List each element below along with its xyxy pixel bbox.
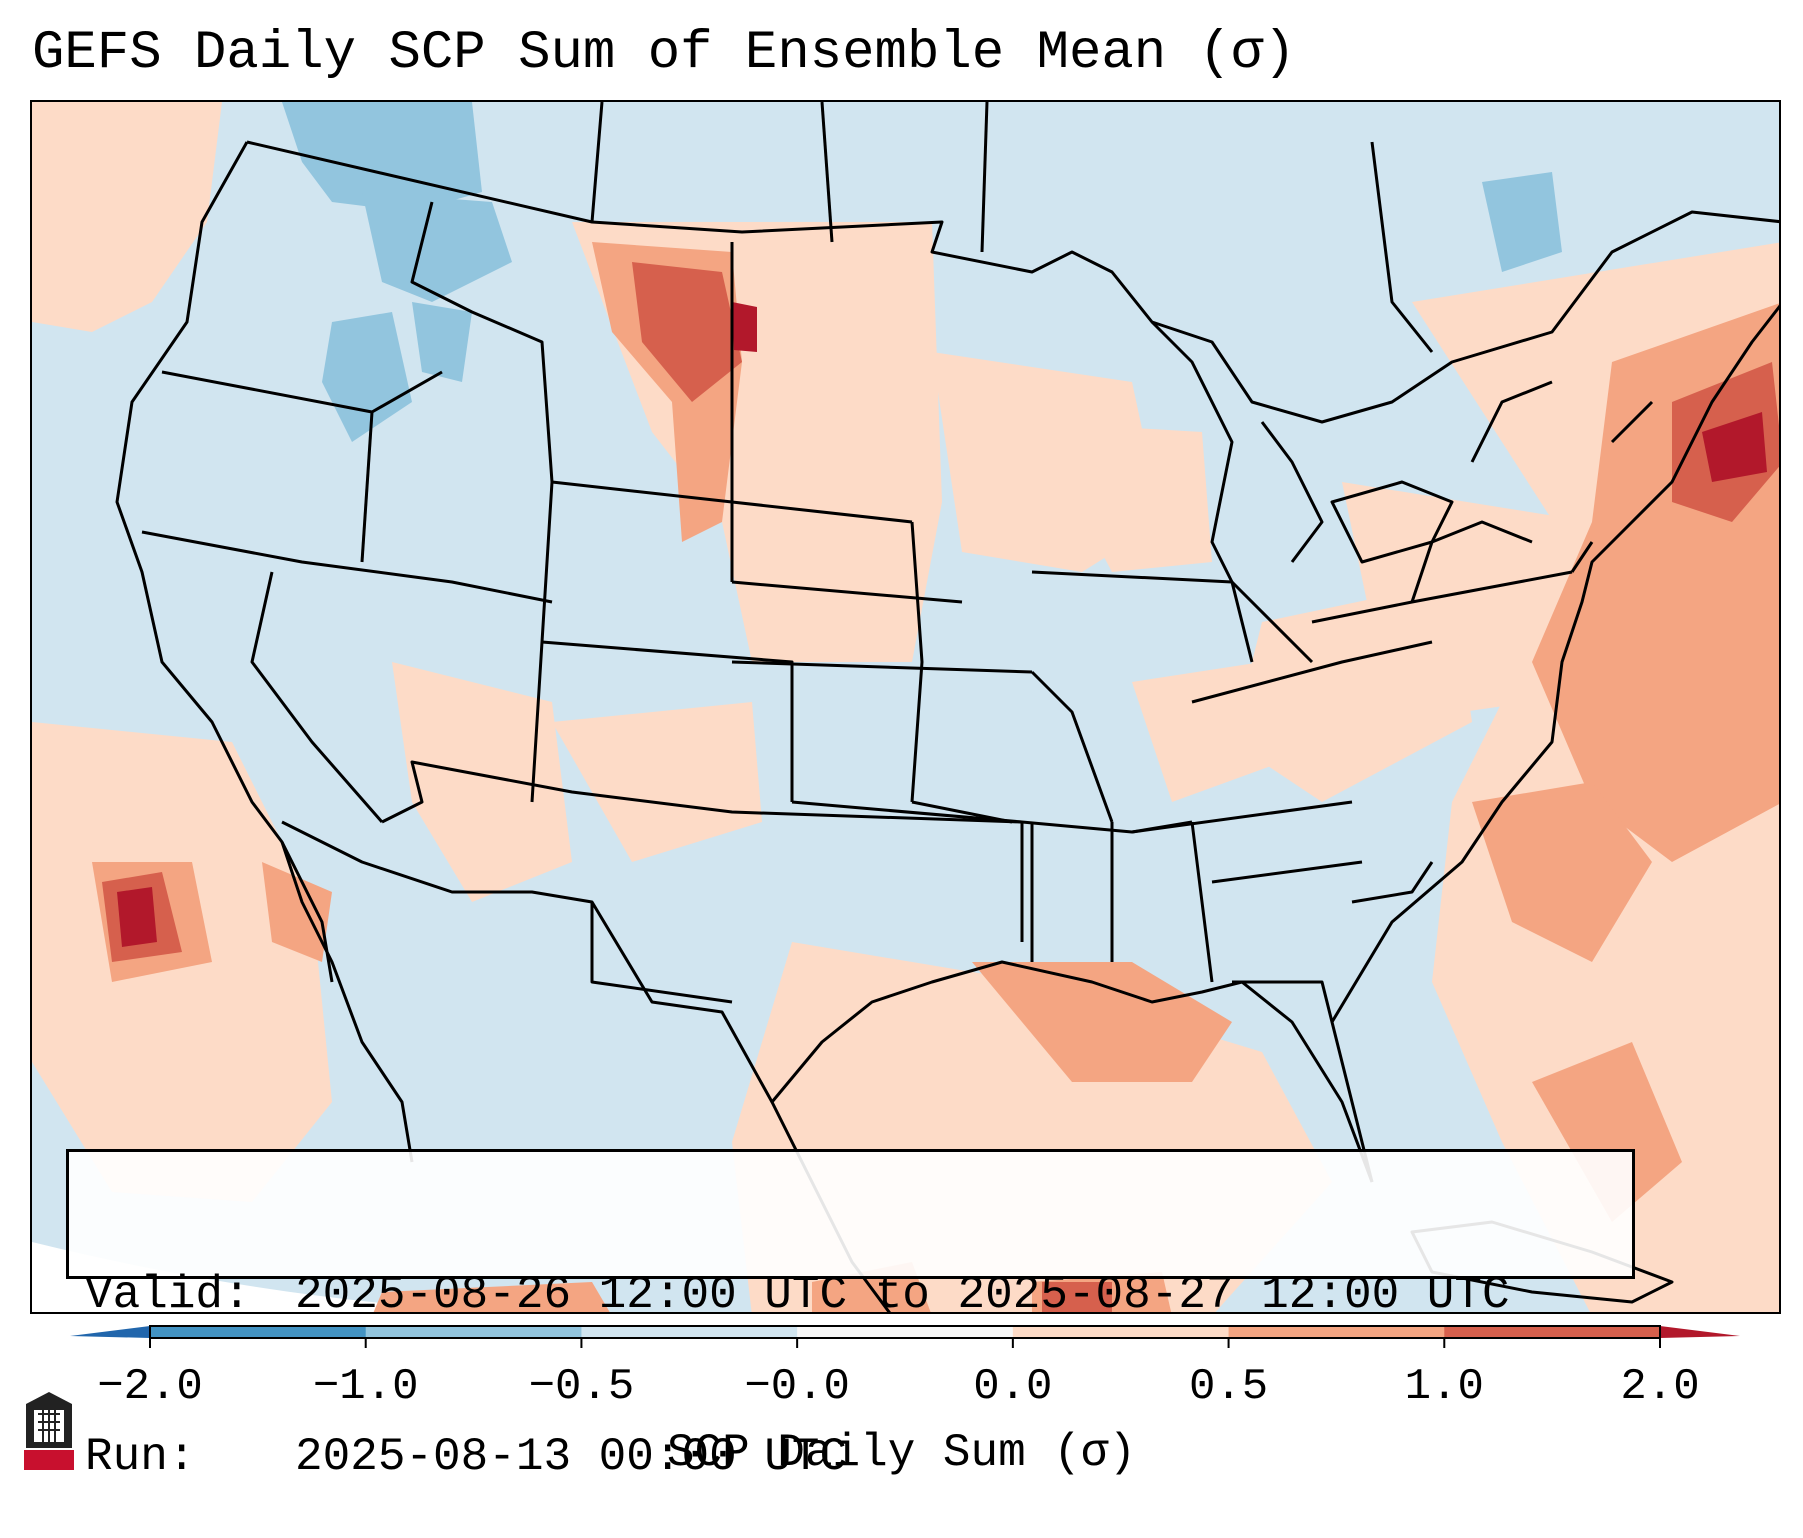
run-line: Run: 2025-08-13 00:00 UTC [85, 1430, 1632, 1484]
validity-info-box: Valid: 2025-08-26 12:00 UTC to 2025-08-2… [66, 1149, 1635, 1483]
projection-edge [32, 1242, 493, 1312]
colorbar [70, 1316, 1740, 1361]
colorbar-tick-label: 2.0 [1620, 1362, 1700, 1412]
run-label: Run: [85, 1431, 196, 1483]
map-title: GEFS Daily SCP Sum of Ensemble Mean (σ) [32, 23, 1296, 84]
scp-map [32, 102, 1779, 1312]
run-value: 2025-08-13 00:00 UTC [295, 1431, 848, 1483]
colorbar-segment [797, 1326, 1014, 1338]
colorbar-tick-label: −0.0 [744, 1362, 850, 1412]
colorbar-tick-label: 0.0 [973, 1362, 1053, 1412]
niu-logo-icon [24, 1392, 74, 1470]
colorbar-tick-label: 0.5 [1188, 1362, 1269, 1412]
colorbar-segment [1228, 1326, 1445, 1338]
anomaly-positive-extreme [117, 302, 1767, 947]
colorbar-segment [1444, 1326, 1661, 1338]
colorbar-tick-label: −2.0 [97, 1362, 203, 1412]
colorbar-tick-label: 1.0 [1404, 1362, 1484, 1412]
map-panel [30, 100, 1781, 1314]
valid-label: Valid: [85, 1269, 251, 1321]
colorbar-tick-label: −1.0 [312, 1362, 419, 1412]
colorbar-label: SCP Daily Sum (σ) [666, 1427, 1137, 1479]
colorbar-extend-high [1660, 1326, 1740, 1338]
valid-line: Valid: 2025-08-26 12:00 UTC to 2025-08-2… [85, 1268, 1632, 1322]
political-boundaries [115, 102, 1779, 1312]
colorbar-segment [581, 1326, 798, 1338]
colorbar-segment [365, 1326, 582, 1338]
colorbar-extend-low [70, 1326, 150, 1338]
valid-value: 2025-08-26 12:00 UTC to 2025-08-27 12:00… [295, 1269, 1510, 1321]
colorbar-segment [1012, 1326, 1230, 1338]
colorbar-tick-label: −0.5 [528, 1362, 635, 1412]
colorbar-segment [150, 1326, 367, 1338]
colorbar-graphic [70, 1325, 1740, 1348]
logo-text: NIU [36, 1468, 62, 1485]
colorbar-outline [149, 1325, 1661, 1339]
